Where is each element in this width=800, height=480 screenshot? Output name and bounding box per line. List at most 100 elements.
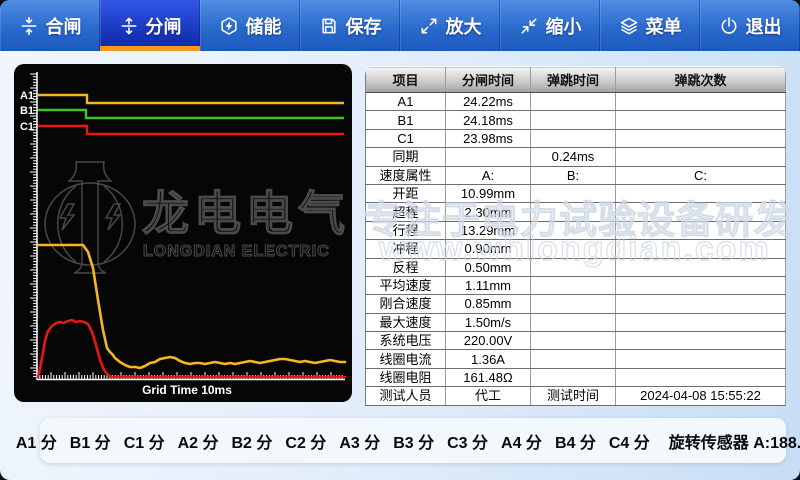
row-label-cell: 刚合速度 [365,294,446,314]
value-cell [615,184,786,204]
row-label-cell: 系统电压 [365,331,446,351]
save-button[interactable]: 保存 [300,0,400,51]
value-cell [615,129,786,149]
oscillogram-panel: 龙电电气 LONGDIAN ELECTRIC A1 B1 C1 Grid Time … [14,64,352,402]
table-row: 超程 2.30mm [365,202,786,222]
current-curve [36,318,347,379]
value-cell [530,184,616,204]
value-cell: 1.50m/s [445,313,531,333]
value-cell: 24.22ms [445,92,531,112]
value-cell [615,276,786,296]
table-row: 冲程 0.90mm [365,239,786,259]
value-cell [530,239,616,259]
row-label-cell: 开距 [365,184,446,204]
close-breaker-button[interactable]: 合闸 [0,0,100,51]
zoom-out-button[interactable]: 缩小 [500,0,600,51]
value-cell [615,294,786,314]
value-cell: 测试时间 [530,386,616,406]
menu-icon [619,16,639,36]
value-cell: 161.48Ω [445,368,531,388]
grid-time-label: Grid Time 10ms [142,383,232,397]
phase-status-item: B2 分 [231,434,273,452]
value-cell [530,258,616,277]
value-cell [615,239,786,259]
brand-en-watermark: LONGDIAN ELECTRIC [143,243,330,260]
toolbar-button-label: 合闸 [45,16,82,37]
toolbar-button-label: 储能 [245,16,282,37]
value-cell [530,368,616,388]
table-header-cell: 弹跳次数 [615,66,786,93]
row-label-cell: 最大速度 [365,313,446,333]
table-row: 线圈电阻 161.48Ω [365,368,786,388]
value-cell [615,221,786,241]
zoom-in-icon [419,16,439,36]
table-row: 测试人员 代工 测试时间 2024-04-08 15:55:22 [365,386,786,406]
value-cell: 0.90mm [445,239,531,259]
signal-label-A1: A1 [20,90,34,102]
phase-status-item: C2 分 [285,434,327,452]
energy-storage-button[interactable]: 储能 [200,0,300,51]
exit-button[interactable]: 退出 [700,0,800,51]
longdian-logo-watermark: 龙电电气 LONGDIAN ELECTRIC [44,161,346,274]
row-label-cell: 线圈电流 [365,349,446,369]
value-cell [530,294,616,314]
value-cell [530,202,616,222]
value-cell [530,349,616,369]
row-label-cell: C1 [365,129,446,149]
zoom-in-button[interactable]: 放大 [400,0,500,51]
row-label-cell: 反程 [365,258,446,277]
row-label-cell: A1 [365,92,446,112]
value-cell: 10.99mm [445,184,531,204]
value-cell [530,313,616,333]
value-cell: B: [530,166,616,185]
table-row: A1 24.22ms [365,92,786,112]
value-cell [615,368,786,388]
open-breaker-button[interactable]: 分闸 [100,0,200,51]
row-label-cell: 速度属性 [365,166,446,185]
toolbar: 合闸 分闸 储能 保存 放大 缩小 菜单 退出 [0,0,800,51]
signal-label-B1: B1 [20,105,34,117]
value-cell [530,92,616,112]
value-cell [615,147,786,167]
zoom-out-icon [519,16,539,36]
phase-status-item: A2 分 [177,434,219,452]
toolbar-button-label: 菜单 [645,16,682,37]
table-row: 同期 0.24ms [365,147,786,167]
table-row: 反程 0.50mm [365,258,786,277]
results-table: 项目 分闸时间 弹跳时间 弹跳次数 A1 24.22ms B1 24.18ms C1 23.98… [365,66,786,406]
energy-icon [219,16,239,36]
value-cell: 13.29mm [445,221,531,241]
table-row: 系统电压 220.00V [365,331,786,351]
table-header-row: 项目 分闸时间 弹跳时间 弹跳次数 [365,66,786,93]
toolbar-button-label: 保存 [345,16,382,37]
row-label-cell: 平均速度 [365,276,446,296]
table-row: 刚合速度 0.85mm [365,294,786,314]
phase-status-item: C1 分 [123,434,165,452]
phase-status-item: B4 分 [554,434,596,452]
value-cell: 220.00V [445,331,531,351]
menu-button[interactable]: 菜单 [600,0,700,51]
value-cell: 24.18ms [445,110,531,130]
value-cell [445,147,531,167]
save-icon [319,16,339,36]
table-row: 最大速度 1.50m/s [365,313,786,333]
toolbar-button-label: 放大 [445,16,482,37]
value-cell [530,110,616,130]
row-label-cell: B1 [365,110,446,130]
value-cell: 0.50mm [445,258,531,277]
value-cell [530,276,616,296]
value-cell [615,110,786,130]
rotation-sensor-readout: 旋转传感器 A:188.4 [668,434,800,452]
value-cell [615,202,786,222]
value-cell [530,129,616,149]
value-cell: 2.30mm [445,202,531,222]
value-cell: 2024-04-08 15:55:22 [615,386,786,406]
value-cell [530,331,616,351]
value-cell [530,221,616,241]
row-label-cell: 同期 [365,147,446,167]
table-row: 行程 13.29mm [365,221,786,241]
value-cell: 1.11mm [445,276,531,296]
table-header-cell: 分闸时间 [445,66,531,93]
value-cell: C: [615,166,786,185]
